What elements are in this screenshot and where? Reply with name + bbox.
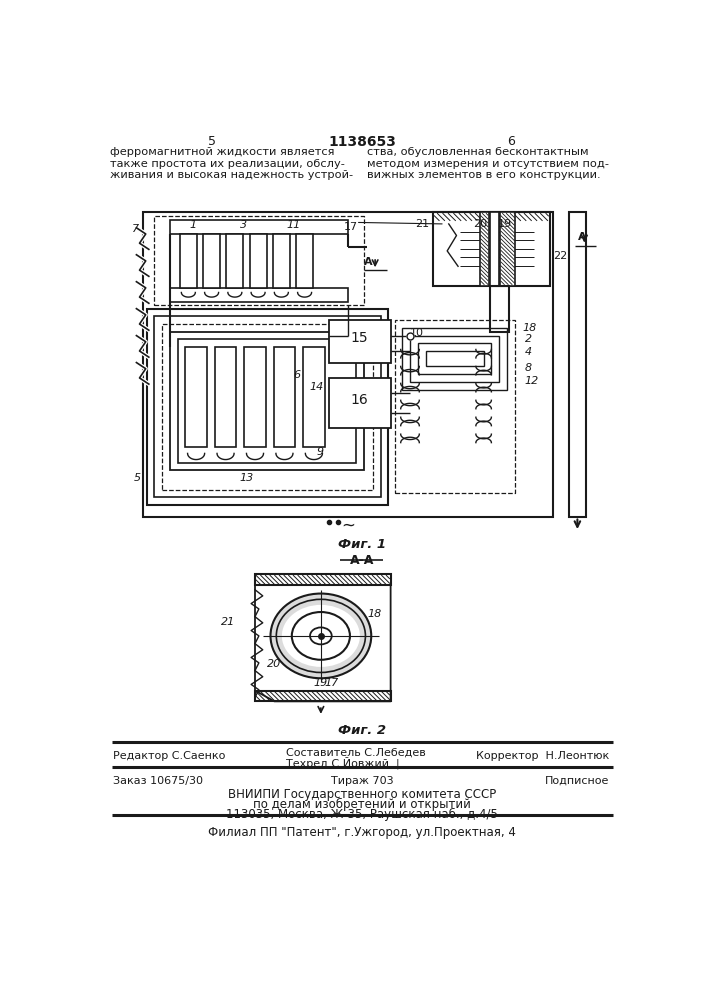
Text: ства, обусловленная бесконтактным
методом измерения и отсутствием под-
вижных эл: ства, обусловленная бесконтактным методо… xyxy=(368,147,609,180)
Bar xyxy=(569,212,586,517)
Text: 8: 8 xyxy=(525,363,532,373)
Text: Тираж 703: Тираж 703 xyxy=(331,776,393,786)
Bar xyxy=(215,347,236,447)
Text: 113035, Москва, Ж-35, Раушская наб., д.4/5: 113035, Москва, Ж-35, Раушская наб., д.4… xyxy=(226,808,498,821)
Text: 1138653: 1138653 xyxy=(328,135,396,149)
Text: 7: 7 xyxy=(132,224,139,234)
Text: Корректор  Н.Леонтюк: Корректор Н.Леонтюк xyxy=(476,751,609,761)
Text: A: A xyxy=(578,232,587,242)
Bar xyxy=(500,212,515,286)
Bar xyxy=(410,336,499,382)
Text: 12: 12 xyxy=(525,376,539,386)
Bar xyxy=(170,220,348,234)
Text: Фиг. 2: Фиг. 2 xyxy=(338,724,386,737)
Text: 20: 20 xyxy=(473,219,487,229)
Text: 14: 14 xyxy=(309,382,324,392)
Bar xyxy=(490,286,509,332)
Bar xyxy=(402,328,507,389)
Text: 18: 18 xyxy=(522,323,537,333)
Text: 17: 17 xyxy=(325,678,339,688)
Text: 6: 6 xyxy=(293,370,301,380)
Bar xyxy=(177,339,356,463)
Bar xyxy=(162,324,373,490)
Text: по делам изобретений и открытий: по делам изобретений и открытий xyxy=(253,798,471,811)
Text: 10: 10 xyxy=(410,328,424,338)
Bar xyxy=(185,347,207,447)
Text: ВНИИПИ Государственного комитета СССР: ВНИИПИ Государственного комитета СССР xyxy=(228,788,496,801)
Bar xyxy=(244,347,266,447)
Text: 4: 4 xyxy=(525,347,532,357)
Bar xyxy=(154,316,380,497)
Bar xyxy=(170,288,348,302)
Bar xyxy=(154,216,363,305)
Text: 13: 13 xyxy=(240,473,254,483)
Bar xyxy=(273,234,290,288)
Bar xyxy=(480,212,489,286)
Bar xyxy=(203,234,220,288)
Text: Заказ 10675/30: Заказ 10675/30 xyxy=(113,776,203,786)
Bar xyxy=(255,691,391,701)
Text: 16: 16 xyxy=(351,393,368,407)
Bar xyxy=(143,212,554,517)
Text: 19: 19 xyxy=(313,678,327,688)
Bar xyxy=(395,320,515,493)
Text: 22: 22 xyxy=(554,251,568,261)
Text: 3: 3 xyxy=(240,220,247,230)
Text: Техред С.Йовжий  |: Техред С.Йовжий | xyxy=(286,757,399,769)
Text: 5: 5 xyxy=(209,135,216,148)
Text: Составитель С.Лебедев: Составитель С.Лебедев xyxy=(286,748,426,758)
Text: Подписное: Подписное xyxy=(545,776,609,786)
Bar xyxy=(490,212,499,286)
Text: A: A xyxy=(363,257,372,267)
Text: 19: 19 xyxy=(498,219,513,229)
Bar xyxy=(329,320,391,363)
Bar xyxy=(296,234,313,288)
Text: 6: 6 xyxy=(507,135,515,148)
Bar xyxy=(226,234,243,288)
Text: А-А: А-А xyxy=(350,554,374,567)
Text: 9: 9 xyxy=(317,447,324,457)
Text: Редактор С.Саенко: Редактор С.Саенко xyxy=(113,751,226,761)
Bar xyxy=(426,351,484,366)
Text: 21: 21 xyxy=(221,617,235,627)
Bar xyxy=(255,574,391,585)
Text: 2: 2 xyxy=(525,334,532,344)
Bar xyxy=(250,234,267,288)
Bar xyxy=(180,234,197,288)
Text: 17: 17 xyxy=(344,222,358,232)
Bar xyxy=(329,378,391,428)
Text: 21: 21 xyxy=(415,219,429,229)
Text: 20: 20 xyxy=(267,659,281,669)
Bar xyxy=(274,347,296,447)
Bar xyxy=(418,343,491,374)
Text: 18: 18 xyxy=(368,609,382,619)
Bar xyxy=(170,332,363,470)
Text: Фиг. 1: Фиг. 1 xyxy=(338,538,386,551)
Text: 15: 15 xyxy=(351,331,368,345)
Bar xyxy=(303,347,325,447)
Text: ферромагнитной жидкости является
также простота их реализации, обслу-
живания и : ферромагнитной жидкости является также п… xyxy=(110,147,354,180)
Text: 11: 11 xyxy=(286,220,300,230)
Text: ~: ~ xyxy=(341,517,355,535)
Text: 5: 5 xyxy=(134,473,141,483)
Text: Филиал ПП "Патент", г.Ужгород, ул.Проектная, 4: Филиал ПП "Патент", г.Ужгород, ул.Проект… xyxy=(208,826,516,839)
Bar xyxy=(433,212,549,286)
Text: 1: 1 xyxy=(189,220,197,230)
Bar xyxy=(147,309,387,505)
